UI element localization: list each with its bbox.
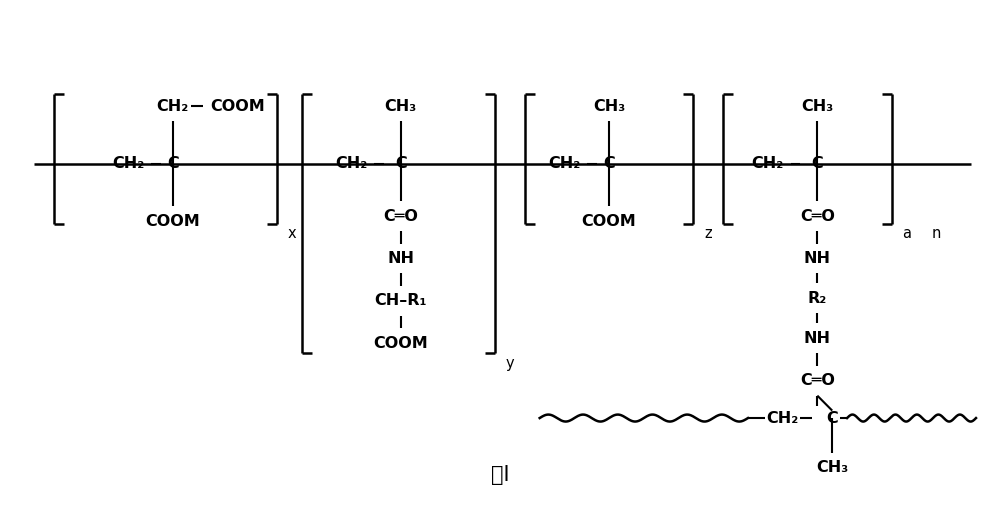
- Text: CH₂: CH₂: [548, 156, 581, 171]
- Text: COOM: COOM: [145, 213, 200, 229]
- Text: NH: NH: [804, 331, 831, 346]
- Text: CH₂: CH₂: [157, 99, 189, 114]
- Text: C═O: C═O: [800, 208, 835, 224]
- Text: a: a: [902, 226, 911, 241]
- Text: CH₂: CH₂: [767, 411, 799, 425]
- Text: C═O: C═O: [800, 373, 835, 388]
- Text: y: y: [506, 356, 514, 371]
- Text: R₂: R₂: [808, 291, 827, 306]
- Text: 式I: 式I: [491, 465, 509, 485]
- Text: C: C: [811, 156, 823, 171]
- Text: C═O: C═O: [383, 208, 418, 224]
- Text: COOM: COOM: [373, 336, 428, 351]
- Text: C: C: [167, 156, 179, 171]
- Text: COOM: COOM: [582, 213, 636, 229]
- Text: CH₃: CH₃: [593, 99, 625, 114]
- Text: CH₂: CH₂: [335, 156, 367, 171]
- Text: CH₂: CH₂: [112, 156, 144, 171]
- Text: C: C: [395, 156, 407, 171]
- Text: CH₃: CH₃: [801, 99, 833, 114]
- Text: z: z: [704, 226, 712, 241]
- Text: COOM: COOM: [210, 99, 265, 114]
- Text: CH₂: CH₂: [752, 156, 784, 171]
- Text: CH₃: CH₃: [385, 99, 417, 114]
- Text: C: C: [603, 156, 615, 171]
- Text: C: C: [826, 411, 838, 425]
- Text: n: n: [932, 226, 941, 241]
- Text: NH: NH: [387, 251, 414, 266]
- Text: CH–R₁: CH–R₁: [375, 294, 427, 308]
- Text: x: x: [287, 226, 296, 241]
- Text: CH₃: CH₃: [816, 460, 848, 476]
- Text: NH: NH: [804, 251, 831, 266]
